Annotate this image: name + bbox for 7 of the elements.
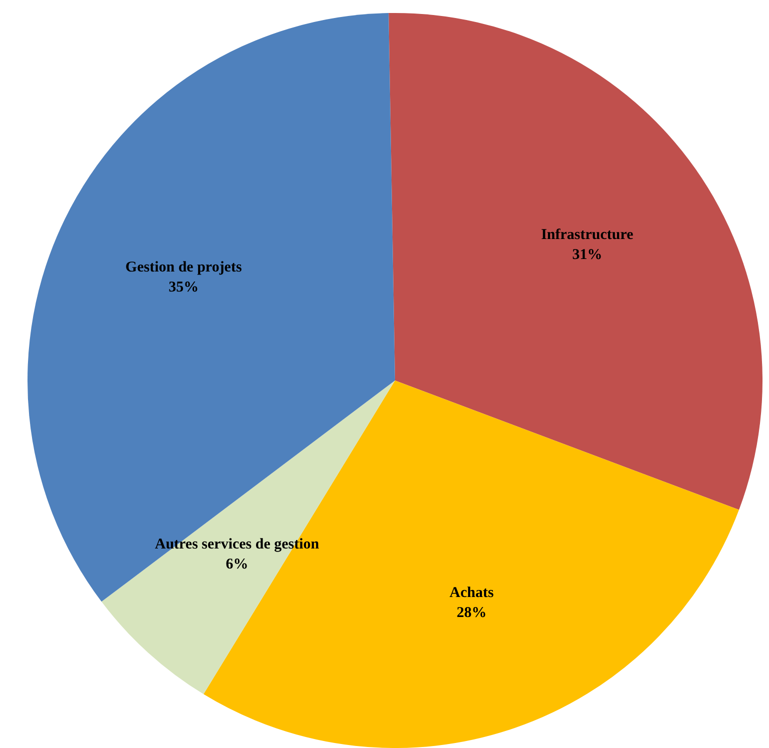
slice-label: Infrastructure — [541, 226, 634, 243]
slice-label: Achats — [449, 584, 494, 601]
slice-label: Gestion de projets — [125, 259, 242, 276]
data-label: 6% — [226, 556, 248, 573]
data-label: 31% — [572, 246, 602, 263]
data-label: 28% — [456, 604, 487, 621]
data-label: 35% — [168, 279, 199, 296]
